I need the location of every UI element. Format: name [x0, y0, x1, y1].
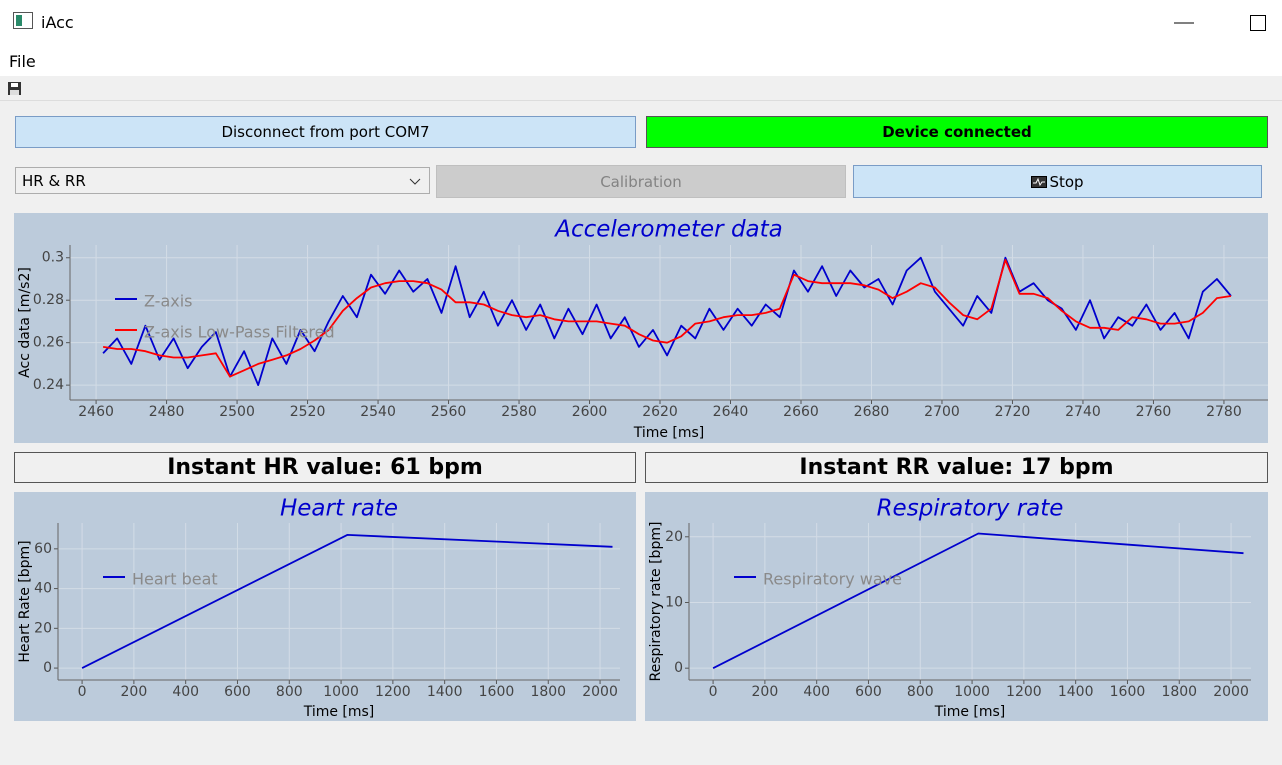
- y-tick-label: 0.28: [33, 292, 64, 308]
- data-line: [81, 534, 613, 669]
- stop-label: Stop: [1049, 172, 1084, 191]
- y-tick-label: 40: [34, 581, 52, 597]
- x-tick-label: 2700: [924, 404, 960, 420]
- data-line: [712, 532, 1244, 670]
- app-icon: [13, 12, 33, 29]
- x-tick-label: 2460: [78, 404, 114, 420]
- port-button[interactable]: Disconnect from port COM7: [15, 116, 636, 148]
- x-tick-label: 200: [121, 684, 148, 700]
- x-tick-label: 2000: [1213, 684, 1249, 700]
- calibration-button: Calibration: [436, 165, 846, 198]
- x-tick-label: 800: [907, 684, 934, 700]
- chart-panel: [14, 213, 1268, 443]
- y-tick-label: 0: [674, 660, 683, 676]
- y-axis-label: Acc data [m/s2]: [17, 267, 33, 378]
- legend-label: Heart beat: [132, 570, 218, 589]
- x-tick-label: 800: [276, 684, 303, 700]
- stop-button[interactable]: Stop: [853, 165, 1262, 198]
- maximize[interactable]: [1250, 15, 1266, 31]
- x-tick-label: 2660: [783, 404, 819, 420]
- chart-panel: [645, 492, 1268, 721]
- x-tick-label: 1000: [323, 684, 359, 700]
- x-tick-label: 2580: [501, 404, 537, 420]
- toolbar: [0, 77, 1282, 101]
- x-tick-label: 1600: [1110, 684, 1146, 700]
- x-tick-label: 0: [78, 684, 87, 700]
- y-tick-label: 0: [43, 660, 52, 676]
- x-tick-label: 2480: [149, 404, 185, 420]
- x-tick-label: 0: [709, 684, 718, 700]
- x-tick-label: 1600: [479, 684, 515, 700]
- mode-select-value: HR & RR: [22, 171, 86, 190]
- x-tick-label: 2620: [642, 404, 678, 420]
- x-tick-label: 400: [803, 684, 830, 700]
- x-axis-label: Time [ms]: [303, 704, 375, 720]
- chart-title: Accelerometer data: [553, 217, 783, 243]
- status-indicator: Device connected: [646, 116, 1268, 148]
- x-tick-label: 2780: [1206, 404, 1242, 420]
- y-tick-label: 20: [665, 529, 683, 545]
- x-tick-label: 2520: [290, 404, 326, 420]
- x-tick-label: 2560: [431, 404, 467, 420]
- legend-label: Z-axis Low-Pass Filtered: [144, 323, 335, 342]
- x-tick-label: 2760: [1136, 404, 1172, 420]
- x-tick-label: 2600: [572, 404, 608, 420]
- save-icon[interactable]: [7, 81, 23, 97]
- rr-readout: Instant RR value: 17 bpm: [645, 452, 1268, 483]
- y-axis-label: Respiratory rate [bpm]: [648, 522, 664, 682]
- y-axis-label: Heart Rate [bpm]: [17, 540, 33, 662]
- window-title: iAcc: [41, 13, 74, 32]
- y-tick-label: 20: [34, 620, 52, 636]
- mode-select[interactable]: HR & RR: [15, 167, 430, 194]
- y-tick-label: 0.3: [42, 250, 64, 266]
- x-tick-label: 1200: [1006, 684, 1042, 700]
- x-tick-label: 2640: [713, 404, 749, 420]
- dropdown-arrow: [409, 178, 421, 185]
- x-tick-label: 200: [752, 684, 779, 700]
- x-tick-label: 400: [172, 684, 199, 700]
- x-axis-label: Time [ms]: [934, 704, 1006, 720]
- x-tick-label: 2720: [995, 404, 1031, 420]
- stop-icon: [1031, 175, 1048, 188]
- x-tick-label: 2740: [1065, 404, 1101, 420]
- x-axis-label: Time [ms]: [633, 425, 705, 441]
- y-tick-label: 60: [34, 541, 52, 557]
- window-controls[interactable]: [1082, 0, 1282, 46]
- x-tick-label: 2540: [360, 404, 396, 420]
- legend-label: Respiratory wave: [763, 570, 902, 589]
- x-tick-label: 1000: [954, 684, 990, 700]
- data-line: [102, 259, 1232, 378]
- x-tick-label: 1800: [1161, 684, 1197, 700]
- x-tick-label: 2000: [582, 684, 618, 700]
- x-tick-label: 1400: [427, 684, 463, 700]
- menu-file[interactable]: File: [9, 52, 36, 71]
- x-tick-label: 1400: [1058, 684, 1094, 700]
- x-tick-label: 600: [855, 684, 882, 700]
- y-tick-label: 10: [665, 594, 683, 610]
- x-tick-label: 1800: [530, 684, 566, 700]
- chart-title: Respiratory rate: [877, 496, 1064, 522]
- legend-label: Z-axis: [144, 292, 193, 311]
- chart-panel: [14, 492, 636, 721]
- chart-title: Heart rate: [280, 496, 398, 522]
- menu-bar: File: [0, 46, 1282, 76]
- hr-readout: Instant HR value: 61 bpm: [14, 452, 636, 483]
- x-tick-label: 2680: [854, 404, 890, 420]
- x-tick-label: 600: [224, 684, 251, 700]
- x-tick-label: 2500: [219, 404, 255, 420]
- y-tick-label: 0.24: [33, 377, 64, 393]
- y-tick-label: 0.26: [33, 335, 64, 351]
- title-bar: iAcc: [0, 0, 1282, 46]
- x-tick-label: 1200: [375, 684, 411, 700]
